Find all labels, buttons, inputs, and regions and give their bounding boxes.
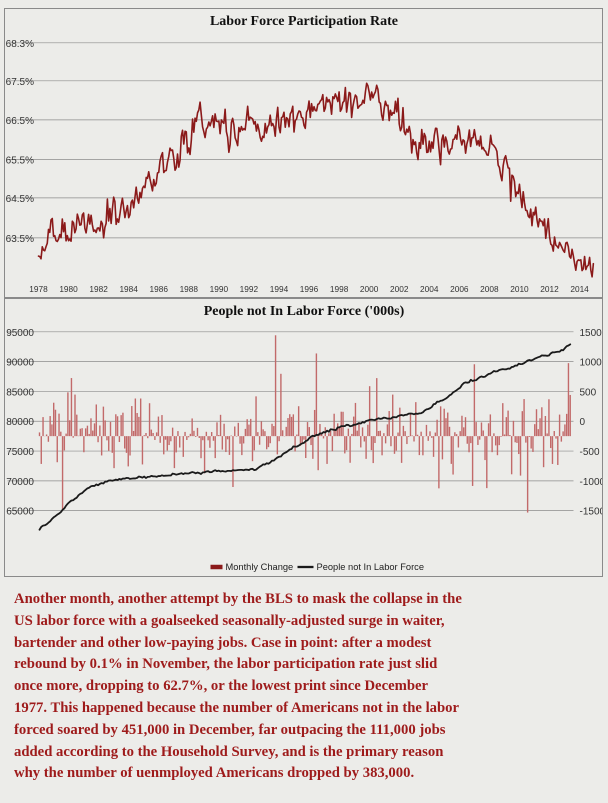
svg-text:1992: 1992 [239,284,258,294]
svg-text:0: 0 [579,417,585,428]
svg-text:1994: 1994 [115,576,134,577]
svg-text:1994: 1994 [269,284,288,294]
svg-text:95000: 95000 [6,327,34,338]
svg-text:68.3%: 68.3% [5,39,33,50]
svg-text:1982: 1982 [89,284,108,294]
svg-text:500: 500 [579,387,596,398]
svg-text:66.5%: 66.5% [5,116,33,127]
svg-text:1980: 1980 [59,284,78,294]
svg-text:1996: 1996 [158,576,177,577]
svg-text:1986: 1986 [149,284,168,294]
svg-text:People not In Labor Force: People not In Labor Force [316,562,424,572]
svg-text:2010: 2010 [456,576,475,577]
svg-text:2002: 2002 [285,576,304,577]
svg-text:90000: 90000 [6,357,34,368]
svg-text:2004: 2004 [328,576,347,577]
svg-text:2010: 2010 [510,284,529,294]
svg-text:2012: 2012 [540,284,559,294]
svg-text:2008: 2008 [480,284,499,294]
svg-text:75000: 75000 [6,447,34,458]
svg-text:70000: 70000 [6,476,34,487]
svg-text:2014: 2014 [570,284,589,294]
svg-text:1992: 1992 [72,576,91,577]
svg-text:85000: 85000 [6,387,34,398]
svg-text:2002: 2002 [389,284,408,294]
svg-text:67.5%: 67.5% [5,77,33,88]
svg-text:1500: 1500 [579,327,602,338]
svg-text:80000: 80000 [6,417,34,428]
svg-text:63.5%: 63.5% [5,234,33,245]
svg-text:65000: 65000 [6,506,34,517]
svg-text:1990: 1990 [209,284,228,294]
svg-text:64.5%: 64.5% [5,194,33,205]
svg-text:1000: 1000 [579,357,602,368]
svg-text:1998: 1998 [329,284,348,294]
svg-text:2000: 2000 [243,576,262,577]
svg-text:-500: -500 [579,447,599,458]
svg-text:2004: 2004 [420,284,439,294]
svg-text:-1000: -1000 [579,476,603,487]
svg-text:1996: 1996 [299,284,318,294]
svg-text:Monthly Change: Monthly Change [225,562,293,572]
svg-text:-1500: -1500 [579,506,603,517]
svg-text:1988: 1988 [179,284,198,294]
svg-text:1998: 1998 [200,576,219,577]
svg-text:2006: 2006 [371,576,390,577]
svg-text:2006: 2006 [450,284,469,294]
svg-text:2000: 2000 [359,284,378,294]
svg-text:2008: 2008 [413,576,432,577]
svg-text:1978: 1978 [29,284,48,294]
svg-text:2012: 2012 [498,576,517,577]
svg-text:1990: 1990 [30,576,49,577]
svg-text:2014: 2014 [541,576,560,577]
svg-text:65.5%: 65.5% [5,155,33,166]
svg-text:1984: 1984 [119,284,138,294]
